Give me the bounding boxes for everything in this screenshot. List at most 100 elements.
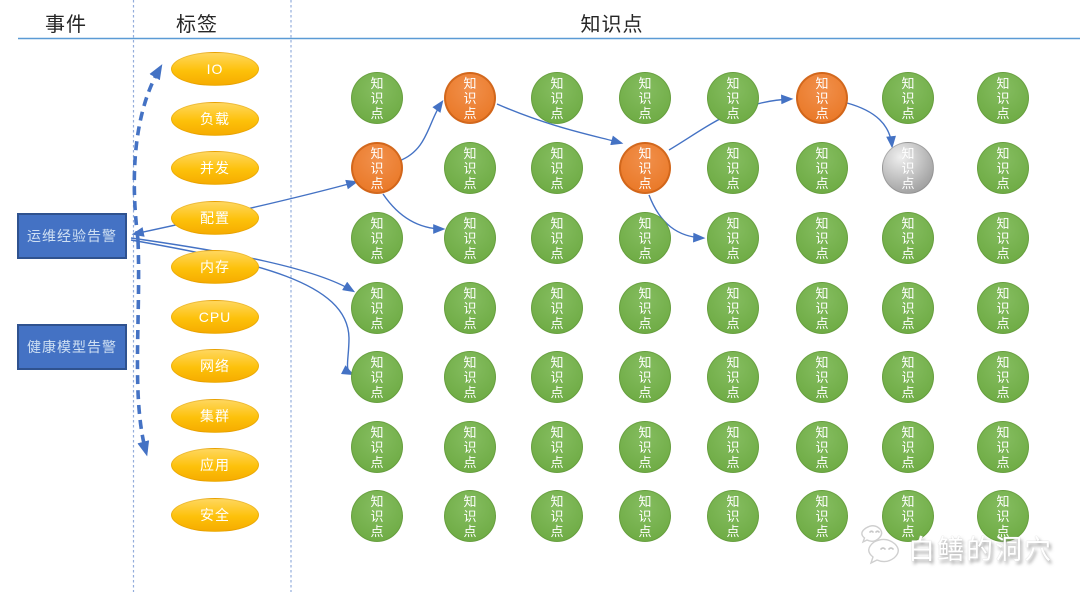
- knowledge-node-label: 知识点: [638, 493, 652, 539]
- knowledge-node: 知识点: [882, 142, 934, 194]
- knowledge-node: 知识点: [351, 351, 403, 403]
- knowledge-node: 知识点: [351, 212, 403, 264]
- knowledge-node-label: 知识点: [901, 215, 915, 261]
- knowledge-node: 知识点: [707, 421, 759, 473]
- knowledge-node: 知识点: [977, 282, 1029, 334]
- knowledge-node: 知识点: [531, 282, 583, 334]
- column-header-tag: 标签: [176, 14, 218, 36]
- knowledge-node-label: 知识点: [370, 215, 384, 261]
- knowledge-node-label: 知识点: [996, 215, 1010, 261]
- knowledge-node-label: 知识点: [726, 424, 740, 470]
- knowledge-node-label: 知识点: [638, 354, 652, 400]
- tag-node: 配置: [171, 200, 259, 235]
- knowledge-node-label: 知识点: [815, 354, 829, 400]
- tag-node: 负载: [171, 101, 259, 136]
- knowledge-node: 知识点: [619, 142, 671, 194]
- knowledge-node-label: 知识点: [726, 75, 740, 121]
- knowledge-node: 知识点: [707, 490, 759, 542]
- edge-arrow: [398, 99, 444, 162]
- knowledge-node-label: 知识点: [370, 354, 384, 400]
- knowledge-node-label: 知识点: [638, 145, 652, 191]
- knowledge-node-label: 知识点: [463, 354, 477, 400]
- knowledge-node-label: 知识点: [550, 424, 564, 470]
- knowledge-node-label: 知识点: [815, 75, 829, 121]
- knowledge-node-label: 知识点: [638, 75, 652, 121]
- tag-node: 集群: [171, 398, 259, 433]
- knowledge-node-label: 知识点: [463, 493, 477, 539]
- tag-range-arrows: [132, 64, 163, 457]
- knowledge-node-label: 知识点: [996, 285, 1010, 331]
- knowledge-node: 知识点: [531, 72, 583, 124]
- knowledge-node-label: 知识点: [370, 424, 384, 470]
- watermark-text: 白鳝的洞穴: [908, 534, 1053, 565]
- knowledge-node: 知识点: [444, 142, 496, 194]
- knowledge-node: 知识点: [531, 351, 583, 403]
- knowledge-node-label: 知识点: [726, 215, 740, 261]
- tag-node: 安全: [171, 497, 259, 532]
- knowledge-node: 知识点: [882, 72, 934, 124]
- knowledge-node: 知识点: [796, 142, 848, 194]
- knowledge-node-label: 知识点: [463, 285, 477, 331]
- knowledge-node: 知识点: [796, 72, 848, 124]
- knowledge-node-label: 知识点: [726, 354, 740, 400]
- knowledge-node-label: 知识点: [901, 424, 915, 470]
- knowledge-node-label: 知识点: [815, 145, 829, 191]
- knowledge-node-label: 知识点: [901, 285, 915, 331]
- knowledge-node: 知识点: [882, 282, 934, 334]
- knowledge-node-label: 知识点: [726, 285, 740, 331]
- knowledge-node-label: 知识点: [638, 285, 652, 331]
- knowledge-node-label: 知识点: [901, 75, 915, 121]
- knowledge-node: 知识点: [977, 421, 1029, 473]
- knowledge-node: 知识点: [619, 282, 671, 334]
- knowledge-node-label: 知识点: [638, 424, 652, 470]
- knowledge-node-label: 知识点: [996, 354, 1010, 400]
- knowledge-node-label: 知识点: [726, 145, 740, 191]
- tag-node: CPU: [171, 299, 259, 334]
- knowledge-node-label: 知识点: [550, 285, 564, 331]
- knowledge-node: 知识点: [977, 72, 1029, 124]
- knowledge-node: 知识点: [707, 282, 759, 334]
- knowledge-node: 知识点: [351, 142, 403, 194]
- knowledge-node: 知识点: [444, 490, 496, 542]
- knowledge-node: 知识点: [444, 351, 496, 403]
- knowledge-node-label: 知识点: [550, 493, 564, 539]
- tag-range-arrow: [135, 239, 150, 457]
- knowledge-node-label: 知识点: [370, 285, 384, 331]
- knowledge-node-label: 知识点: [996, 424, 1010, 470]
- knowledge-node-label: 知识点: [815, 285, 829, 331]
- knowledge-node: 知识点: [707, 142, 759, 194]
- knowledge-node: 知识点: [351, 421, 403, 473]
- event-node: 健康模型告警: [17, 324, 127, 370]
- edge-arrows: [130, 94, 896, 376]
- knowledge-node: 知识点: [882, 212, 934, 264]
- knowledge-node: 知识点: [444, 421, 496, 473]
- knowledge-node: 知识点: [707, 351, 759, 403]
- knowledge-node: 知识点: [531, 421, 583, 473]
- knowledge-node-label: 知识点: [638, 215, 652, 261]
- knowledge-node-label: 知识点: [370, 145, 384, 191]
- knowledge-node: 知识点: [351, 490, 403, 542]
- knowledge-node-label: 知识点: [550, 354, 564, 400]
- knowledge-node: 知识点: [444, 72, 496, 124]
- knowledge-node-label: 知识点: [550, 215, 564, 261]
- tag-node: 应用: [171, 448, 259, 482]
- knowledge-node-label: 知识点: [996, 145, 1010, 191]
- knowledge-node: 知识点: [531, 142, 583, 194]
- tag-node: 内存: [171, 250, 259, 284]
- knowledge-node-label: 知识点: [463, 215, 477, 261]
- knowledge-node: 知识点: [707, 212, 759, 264]
- knowledge-node: 知识点: [796, 490, 848, 542]
- knowledge-node-label: 知识点: [815, 424, 829, 470]
- knowledge-node-label: 知识点: [726, 493, 740, 539]
- knowledge-node: 知识点: [444, 212, 496, 264]
- knowledge-node: 知识点: [531, 212, 583, 264]
- knowledge-node-label: 知识点: [550, 145, 564, 191]
- knowledge-node: 知识点: [619, 421, 671, 473]
- tag-node: IO: [171, 52, 259, 86]
- knowledge-node: 知识点: [531, 490, 583, 542]
- tag-range-arrow: [132, 64, 163, 241]
- knowledge-node: 知识点: [796, 282, 848, 334]
- knowledge-node-label: 知识点: [996, 493, 1010, 539]
- knowledge-node: 知识点: [351, 72, 403, 124]
